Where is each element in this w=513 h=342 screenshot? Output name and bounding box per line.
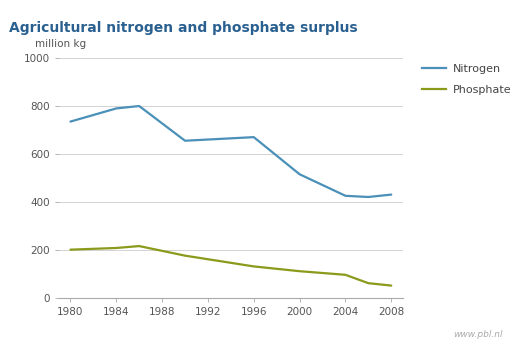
- Legend: Nitrogen, Phosphate: Nitrogen, Phosphate: [422, 64, 512, 95]
- Text: million kg: million kg: [35, 39, 86, 49]
- Text: www.pbl.nl: www.pbl.nl: [453, 330, 503, 339]
- Text: Agricultural nitrogen and phosphate surplus: Agricultural nitrogen and phosphate surp…: [9, 21, 358, 35]
